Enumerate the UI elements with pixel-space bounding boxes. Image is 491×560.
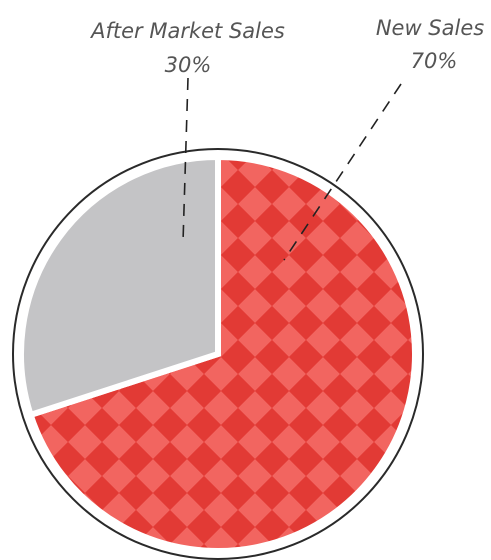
leader-line-new-sales (283, 83, 402, 261)
pie-slice-new-sales (26, 153, 418, 554)
pie-slices (18, 153, 418, 554)
leader-line-after-market-sales (182, 77, 189, 243)
label-new-sales-value: 70% (411, 49, 458, 73)
label-after-market-sales-name: After Market Sales (89, 19, 285, 43)
label-after-market-sales-value: 30% (165, 53, 212, 77)
pie-slice-after-market-sales (18, 153, 221, 419)
label-new-sales-name: New Sales (376, 16, 484, 40)
